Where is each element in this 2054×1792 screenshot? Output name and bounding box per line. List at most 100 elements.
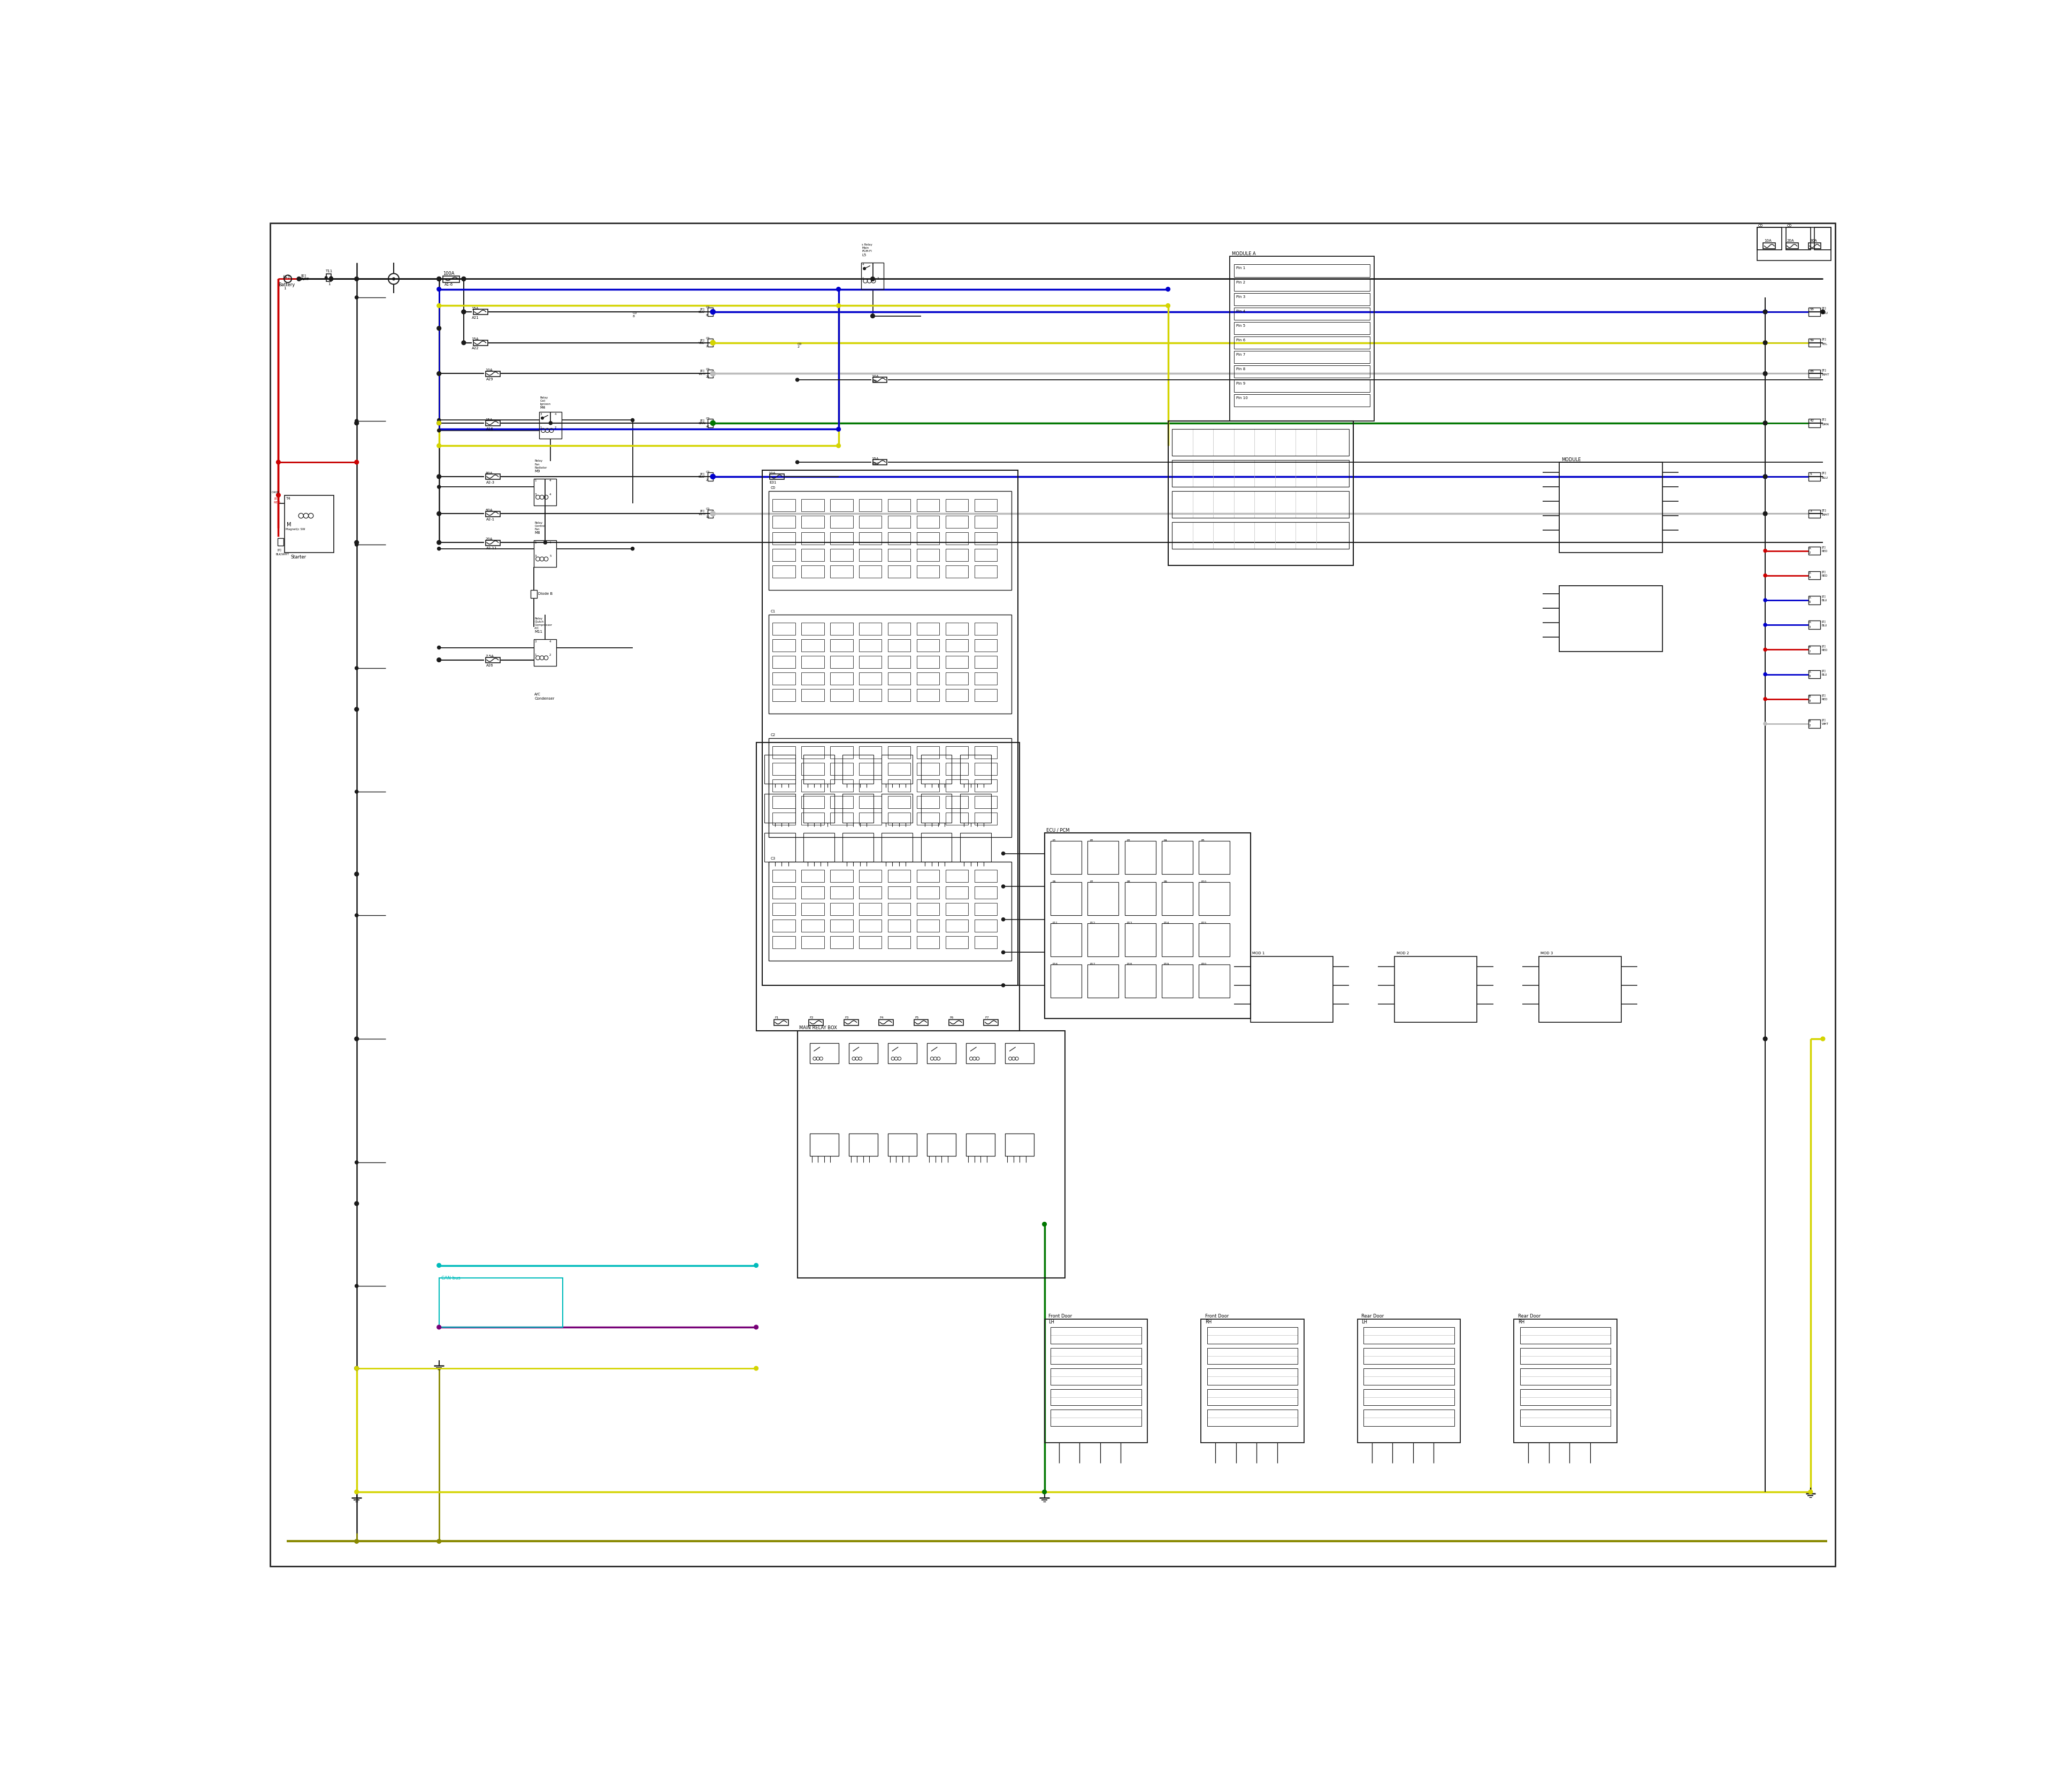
Text: C1: C1 (770, 609, 776, 613)
Text: A2-11: A2-11 (487, 547, 497, 550)
Text: 7.5A: 7.5A (485, 654, 495, 658)
Circle shape (1764, 624, 1766, 627)
Circle shape (795, 461, 799, 464)
Text: 1: 1 (329, 281, 331, 285)
Text: P19: P19 (1165, 962, 1169, 966)
Text: F3: F3 (844, 1016, 848, 1020)
Bar (916, 624, 939, 634)
Bar (920, 833, 951, 862)
Bar (842, 754, 873, 783)
Bar (1234, 394, 1370, 407)
Bar (830, 869, 852, 882)
Circle shape (462, 310, 466, 314)
Text: [E]: [E] (700, 419, 705, 421)
Text: C0: C0 (707, 471, 711, 473)
Bar (1202, 1319, 1304, 1443)
Bar (801, 564, 824, 577)
Text: WHT: WHT (698, 373, 707, 376)
Bar (945, 500, 967, 511)
Text: M: M (288, 521, 292, 527)
Circle shape (355, 461, 359, 464)
Bar (974, 780, 996, 792)
Bar (801, 780, 824, 792)
Bar (945, 763, 967, 776)
Circle shape (836, 444, 840, 448)
Text: P15: P15 (1202, 921, 1206, 925)
Bar (916, 532, 939, 545)
Text: A/C: A/C (534, 627, 540, 629)
Bar (916, 640, 939, 652)
Bar (1520, 1328, 1610, 1344)
Bar (859, 688, 881, 701)
Bar (842, 833, 873, 862)
Text: RED: RED (1822, 550, 1828, 552)
Bar (848, 1043, 877, 1063)
Bar (801, 532, 824, 545)
Bar (1808, 473, 1820, 480)
Bar (959, 754, 990, 783)
Circle shape (1762, 310, 1766, 314)
Circle shape (438, 371, 442, 376)
Text: M9: M9 (534, 470, 540, 473)
Text: BLU: BLU (1822, 624, 1828, 627)
Bar (801, 903, 824, 916)
Bar (830, 516, 852, 529)
Bar (1089, 964, 1119, 998)
Text: C0: C0 (707, 367, 711, 371)
Circle shape (1002, 885, 1004, 889)
Text: C0: C0 (707, 306, 711, 308)
Bar (1050, 1369, 1142, 1385)
Text: A22: A22 (472, 348, 479, 349)
Bar (945, 869, 967, 882)
Bar (1050, 1328, 1142, 1344)
Text: F5: F5 (914, 1016, 918, 1020)
Bar (859, 919, 881, 932)
Bar (809, 1020, 824, 1025)
Bar (1234, 265, 1370, 276)
Bar (1200, 882, 1230, 916)
Circle shape (754, 1263, 758, 1267)
Circle shape (438, 541, 442, 545)
Bar (945, 532, 967, 545)
Text: F2: F2 (809, 1016, 813, 1020)
Bar (803, 833, 834, 862)
Text: P9: P9 (1165, 880, 1167, 883)
Bar (756, 742, 1019, 1030)
Bar (485, 511, 499, 516)
Bar (1208, 1369, 1298, 1385)
Circle shape (355, 1038, 359, 1041)
Text: P2: P2 (1091, 839, 1093, 842)
Bar (965, 1043, 994, 1063)
Circle shape (1002, 952, 1004, 953)
Bar (801, 812, 824, 824)
Circle shape (1764, 697, 1766, 701)
Bar (772, 796, 795, 808)
Bar (1364, 1369, 1454, 1385)
Bar (485, 421, 499, 426)
Text: P13: P13 (1128, 921, 1132, 925)
Bar (926, 1134, 955, 1156)
Text: Pin 4: Pin 4 (1237, 310, 1245, 314)
Bar (1126, 964, 1156, 998)
Bar (1520, 1389, 1610, 1405)
Bar (772, 532, 795, 545)
Bar (801, 672, 824, 685)
Bar (1126, 882, 1156, 916)
Text: [E]: [E] (1822, 509, 1826, 511)
Text: 26: 26 (707, 376, 709, 378)
Text: [E]: [E] (1822, 670, 1826, 672)
Text: A21: A21 (472, 315, 479, 319)
Circle shape (1762, 421, 1766, 425)
Bar (887, 672, 910, 685)
Text: RED: RED (1822, 575, 1828, 577)
Bar (887, 919, 910, 932)
Bar (1173, 430, 1349, 455)
Bar (916, 747, 939, 758)
Bar (1364, 1328, 1454, 1344)
Text: Pin 3: Pin 3 (1237, 296, 1245, 299)
Bar (887, 796, 910, 808)
Bar (772, 688, 795, 701)
Text: Battery: Battery (279, 281, 296, 287)
Text: Rear Door
LH: Rear Door LH (1362, 1314, 1384, 1324)
Bar (959, 833, 990, 862)
